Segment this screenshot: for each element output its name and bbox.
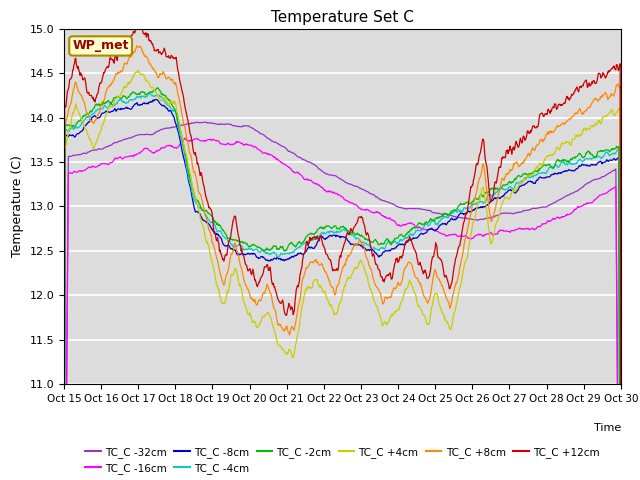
Title: Temperature Set C: Temperature Set C (271, 10, 414, 25)
Line: TC_C -2cm: TC_C -2cm (64, 88, 621, 480)
TC_C -2cm (541, 162, 549, 168)
Text: Time: Time (593, 423, 621, 433)
TC_C -16cm (121, 154, 129, 160)
TC_C -16cm (205, 136, 213, 142)
TC_C -32cm (541, 204, 549, 210)
TC_C -4cm (299, 241, 307, 247)
TC_C -2cm (121, 94, 129, 99)
TC_C +12cm (205, 204, 213, 210)
TC_C -4cm (205, 218, 213, 224)
TC_C +4cm (541, 156, 549, 162)
TC_C -16cm (480, 233, 488, 239)
TC_C -2cm (205, 211, 213, 216)
TC_C +4cm (121, 84, 129, 89)
Y-axis label: Temperature (C): Temperature (C) (11, 156, 24, 257)
TC_C +8cm (133, 43, 141, 48)
TC_C -8cm (299, 252, 307, 257)
TC_C -8cm (121, 106, 129, 111)
TC_C -4cm (457, 208, 465, 214)
Line: TC_C +8cm: TC_C +8cm (64, 46, 621, 480)
TC_C -8cm (152, 96, 160, 102)
TC_C -2cm (299, 240, 307, 245)
Line: TC_C -16cm: TC_C -16cm (64, 138, 621, 480)
TC_C +12cm (121, 40, 129, 46)
TC_C -16cm (457, 233, 465, 239)
TC_C +8cm (121, 60, 129, 66)
TC_C +4cm (480, 188, 488, 194)
TC_C -32cm (121, 136, 129, 142)
Legend: TC_C -32cm, TC_C -16cm, TC_C -8cm, TC_C -4cm, TC_C -2cm, TC_C +4cm, TC_C +8cm, T: TC_C -32cm, TC_C -16cm, TC_C -8cm, TC_C … (81, 443, 604, 478)
TC_C -2cm (154, 85, 161, 91)
TC_C +12cm (480, 140, 488, 145)
Line: TC_C +4cm: TC_C +4cm (64, 71, 621, 480)
TC_C +8cm (480, 164, 488, 169)
TC_C -2cm (457, 202, 465, 207)
TC_C -2cm (480, 192, 488, 198)
TC_C -32cm (201, 119, 209, 125)
TC_C +4cm (457, 281, 465, 287)
TC_C +8cm (299, 277, 307, 283)
TC_C +4cm (134, 68, 142, 73)
TC_C +4cm (205, 248, 213, 254)
TC_C +4cm (299, 302, 307, 308)
TC_C -32cm (457, 215, 465, 221)
TC_C +8cm (205, 228, 213, 233)
TC_C +8cm (457, 258, 465, 264)
TC_C +12cm (541, 111, 549, 117)
Line: TC_C -4cm: TC_C -4cm (64, 93, 621, 480)
Line: TC_C -8cm: TC_C -8cm (64, 99, 621, 480)
TC_C -4cm (541, 171, 549, 177)
TC_C -16cm (299, 174, 307, 180)
TC_C -32cm (299, 156, 307, 162)
TC_C -16cm (181, 135, 189, 141)
Line: TC_C +12cm: TC_C +12cm (64, 22, 621, 480)
TC_C +12cm (136, 19, 144, 25)
TC_C -8cm (457, 210, 465, 216)
TC_C +12cm (457, 236, 465, 242)
TC_C -4cm (121, 99, 129, 105)
Text: WP_met: WP_met (72, 39, 129, 52)
TC_C +8cm (541, 134, 549, 140)
TC_C -8cm (541, 174, 549, 180)
Line: TC_C -32cm: TC_C -32cm (64, 122, 621, 480)
TC_C -8cm (480, 204, 488, 210)
TC_C -16cm (541, 221, 549, 227)
TC_C -4cm (146, 90, 154, 96)
TC_C -8cm (205, 222, 213, 228)
TC_C +12cm (299, 258, 307, 264)
TC_C -32cm (480, 216, 488, 222)
TC_C -4cm (480, 199, 488, 205)
TC_C -32cm (205, 120, 213, 126)
